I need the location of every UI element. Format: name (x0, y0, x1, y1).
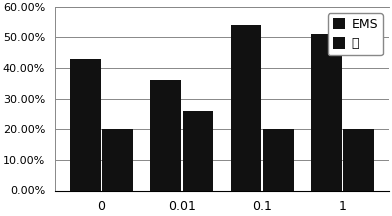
Bar (231, 25, 261, 191)
Bar (183, 111, 213, 191)
Bar (70, 59, 101, 191)
Bar (151, 80, 181, 191)
Bar (263, 129, 294, 191)
Legend: EMS, 苗: EMS, 苗 (328, 13, 383, 55)
Bar (343, 129, 374, 191)
Bar (102, 129, 133, 191)
Bar (311, 34, 342, 191)
